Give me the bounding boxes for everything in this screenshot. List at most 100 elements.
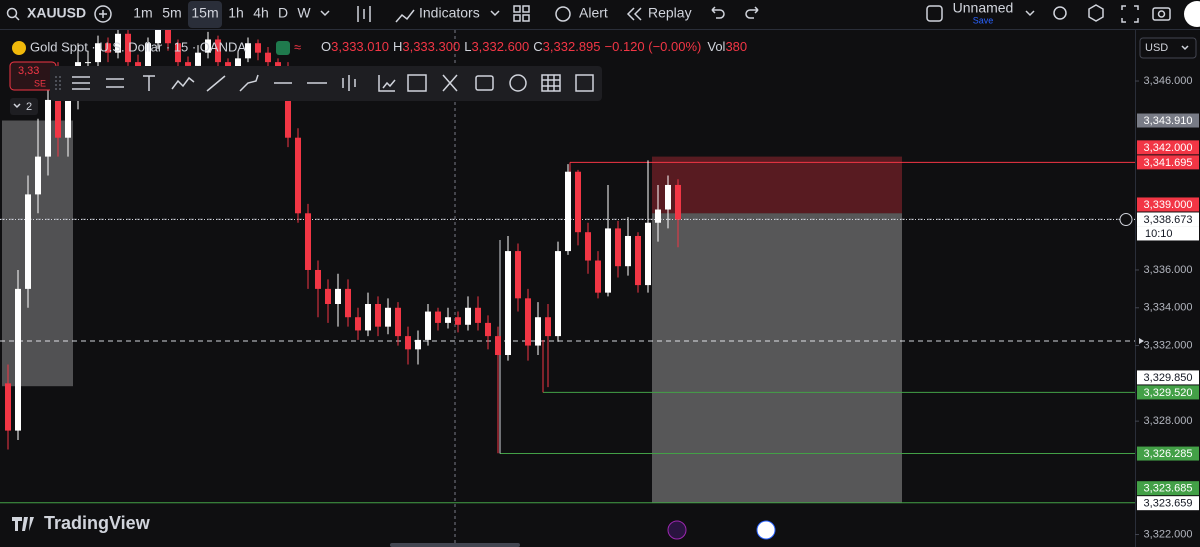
high: 3,333.300 bbox=[402, 39, 460, 54]
candle-body bbox=[55, 99, 61, 138]
interval-button[interactable]: 5m bbox=[162, 5, 181, 21]
candle-body bbox=[215, 39, 221, 63]
candle-body bbox=[485, 322, 491, 337]
candle-body bbox=[315, 269, 321, 289]
tool-lines[interactable] bbox=[72, 76, 90, 90]
replay-button[interactable]: Replay bbox=[648, 5, 692, 21]
stop-zone bbox=[652, 156, 902, 214]
save-label[interactable]: Save bbox=[973, 15, 994, 25]
add-symbol-plus bbox=[99, 10, 107, 18]
interval-button[interactable]: 15m bbox=[191, 5, 218, 21]
tool-range[interactable] bbox=[407, 74, 427, 92]
publish-button[interactable] bbox=[1184, 1, 1200, 27]
candle-body bbox=[435, 311, 441, 323]
tool-pattern[interactable] bbox=[171, 76, 195, 90]
candle-body bbox=[425, 311, 431, 340]
snapshot-icon[interactable] bbox=[1152, 7, 1171, 21]
tool-candles[interactable] bbox=[342, 75, 356, 91]
volume: 380 bbox=[725, 39, 747, 54]
high-key: H bbox=[393, 39, 402, 54]
layout-icon bbox=[522, 5, 530, 13]
y-tick-label: 3,332.000 bbox=[1144, 339, 1193, 351]
search-icon[interactable] bbox=[6, 7, 18, 19]
candle-body bbox=[605, 228, 611, 293]
low: 3,332.600 bbox=[471, 39, 529, 54]
tool-text[interactable] bbox=[143, 75, 155, 91]
price-label: 3,323.659 bbox=[1144, 498, 1193, 510]
order-side[interactable]: SE bbox=[34, 78, 46, 88]
tool-channel[interactable] bbox=[106, 78, 124, 88]
candle-body bbox=[525, 298, 531, 346]
tool-brush[interactable] bbox=[239, 74, 259, 92]
interval-button[interactable]: D bbox=[278, 5, 288, 21]
indicator-count[interactable]: 2 bbox=[26, 101, 32, 113]
y-tick-label: 3,334.000 bbox=[1144, 302, 1193, 314]
candle-body bbox=[595, 260, 601, 293]
event-icon[interactable] bbox=[667, 520, 687, 540]
indicators-icon[interactable] bbox=[395, 9, 415, 23]
fullscreen-icon[interactable] bbox=[1121, 5, 1139, 23]
price-label: 3,343.910 bbox=[1144, 115, 1193, 127]
indicators-dropdown[interactable] bbox=[490, 10, 500, 17]
y-tick-label: 3,336.000 bbox=[1144, 264, 1193, 276]
logo: TradingView bbox=[44, 513, 151, 533]
indicator-toggle[interactable] bbox=[10, 98, 38, 115]
redo[interactable] bbox=[745, 6, 759, 19]
alert-button[interactable]: Alert bbox=[579, 5, 608, 21]
candle-body bbox=[365, 303, 371, 331]
layout-dropdown[interactable] bbox=[1025, 10, 1035, 17]
volume-key: Vol bbox=[707, 39, 725, 54]
undo[interactable] bbox=[711, 6, 725, 19]
chart-type-icon[interactable] bbox=[357, 6, 371, 22]
candle-body bbox=[505, 251, 511, 356]
price-label: 3,342.000 bbox=[1144, 142, 1193, 154]
currency[interactable]: USD bbox=[1145, 42, 1168, 54]
replay-icon[interactable] bbox=[626, 7, 642, 21]
economic-event[interactable] bbox=[756, 520, 776, 540]
layout-icon[interactable] bbox=[513, 5, 521, 13]
close-key: C bbox=[533, 39, 542, 54]
tool-image[interactable] bbox=[475, 75, 494, 91]
interval-dropdown[interactable] bbox=[320, 10, 330, 17]
alert-icon[interactable] bbox=[555, 6, 571, 22]
add-symbol[interactable] bbox=[94, 5, 112, 23]
low-key: L bbox=[464, 39, 471, 54]
tool-note[interactable] bbox=[509, 74, 527, 92]
interval-button[interactable]: W bbox=[297, 5, 311, 21]
logo-mark bbox=[12, 517, 34, 531]
price-label: 3,329.850 bbox=[1144, 372, 1193, 384]
indicators-button[interactable]: Indicators bbox=[419, 5, 480, 21]
price-label: 3,323.685 bbox=[1144, 483, 1193, 495]
interval-button[interactable]: 1m bbox=[133, 5, 152, 21]
candle-body bbox=[675, 184, 681, 220]
add-alert[interactable] bbox=[1119, 212, 1133, 226]
symbol[interactable]: XAUUSD bbox=[27, 5, 86, 21]
candle-body bbox=[105, 43, 111, 53]
interval-button[interactable]: 4h bbox=[253, 5, 269, 21]
candle-body bbox=[155, 30, 161, 44]
candle-body bbox=[195, 52, 201, 66]
y-tick-label: 3,328.000 bbox=[1144, 415, 1193, 427]
tool-table[interactable] bbox=[541, 74, 561, 92]
interval-button[interactable]: 1h bbox=[228, 5, 244, 21]
candle-body bbox=[115, 33, 121, 53]
candle-body bbox=[465, 307, 471, 325]
currency-box[interactable] bbox=[1139, 37, 1197, 59]
candle-body bbox=[5, 383, 11, 431]
tool-forecast[interactable] bbox=[378, 75, 396, 92]
layout-box[interactable] bbox=[926, 5, 943, 22]
settings-icon[interactable] bbox=[1088, 4, 1104, 22]
symbol-logo bbox=[12, 41, 26, 55]
candle-body bbox=[145, 43, 151, 72]
scrollbar[interactable] bbox=[390, 543, 520, 547]
y-tick-label: 3,322.000 bbox=[1144, 528, 1193, 540]
tool-x[interactable] bbox=[442, 74, 458, 92]
tool-trend[interactable] bbox=[206, 75, 226, 92]
quick-search[interactable] bbox=[1053, 6, 1067, 20]
layout-name[interactable]: Unnamed bbox=[953, 0, 1014, 16]
order-price[interactable]: 3,33 bbox=[18, 65, 39, 77]
candle-body bbox=[645, 222, 651, 286]
open: 3,333.010 bbox=[331, 39, 389, 54]
tool-select[interactable] bbox=[575, 74, 594, 92]
